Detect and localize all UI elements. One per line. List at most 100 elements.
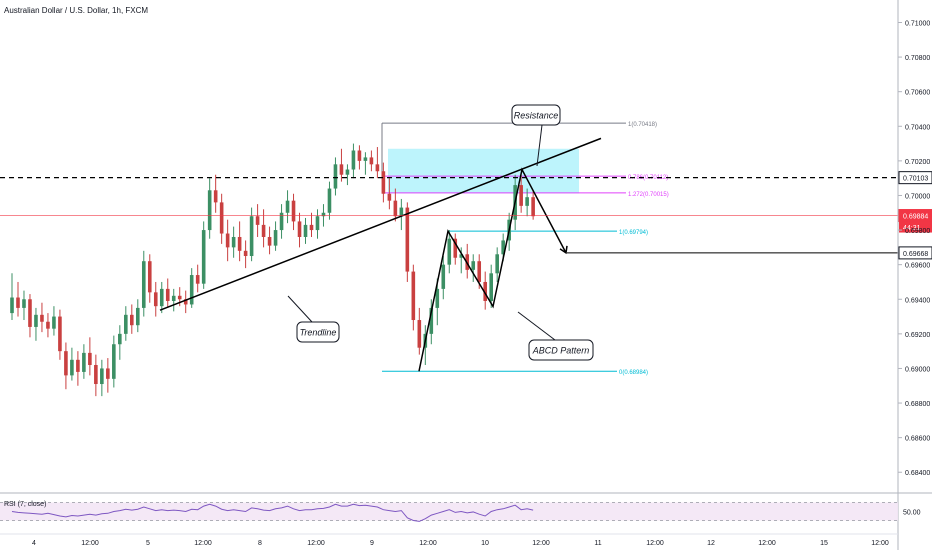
- price-level-tag-label: 0.70103: [903, 176, 928, 183]
- candle-body: [447, 238, 452, 265]
- candle-body: [477, 261, 482, 282]
- candle-body: [22, 299, 26, 308]
- candle-body: [58, 316, 62, 352]
- candle-body: [70, 359, 74, 376]
- candle-body: [10, 297, 14, 314]
- candle-body: [393, 200, 398, 217]
- candle-body: [525, 197, 529, 206]
- candle-body: [351, 150, 356, 170]
- candle-body: [189, 275, 194, 305]
- price-tick-label: 0.69200: [905, 332, 930, 339]
- candle-body: [88, 352, 92, 365]
- candle-body: [309, 224, 314, 231]
- time-axis[interactable]: 4 12:00 5 12:00 8 12:00 9 12:00 10 12:00 11 12:00 12…: [0, 533, 898, 547]
- abcd-callout[interactable]: ABCD Pattern: [517, 311, 594, 361]
- time-tick-label: 12:00: [307, 540, 325, 547]
- candle-body: [255, 216, 260, 225]
- price-tick-label: 0.68800: [905, 401, 930, 408]
- time-tick-label: 12:00: [419, 540, 437, 547]
- countdown-tag: [899, 221, 932, 233]
- fib-level-label: 1(0.70418): [628, 122, 657, 128]
- candle-body: [417, 320, 422, 348]
- price-tick-label: 0.70400: [905, 124, 930, 131]
- candle-body: [531, 197, 535, 217]
- candle-body: [34, 314, 38, 327]
- candle-body: [297, 221, 302, 237]
- candle-body: [100, 368, 104, 385]
- candle-body: [387, 193, 392, 201]
- trendline[interactable]: [159, 137, 602, 311]
- trendline-callout[interactable]: Trendline: [287, 295, 340, 343]
- candle-body: [285, 200, 290, 213]
- candle-body: [225, 233, 230, 248]
- candle-body: [171, 295, 176, 301]
- time-tick-label: 12:00: [81, 540, 99, 547]
- fib-level-label: 1(0.69794): [619, 230, 648, 236]
- candle-body: [333, 164, 338, 189]
- resistance-callout[interactable]: Resistance: [511, 104, 561, 167]
- candle-body: [219, 202, 224, 234]
- candle-body: [207, 190, 212, 231]
- candle-body: [249, 216, 254, 257]
- candle-body: [399, 207, 404, 217]
- chart-title: Australian Dollar / U.S. Dollar, 1h, FXC…: [4, 6, 149, 15]
- rsi-value-label: 50.00: [903, 510, 921, 517]
- candle-body: [357, 150, 362, 161]
- candle-body: [40, 314, 44, 322]
- candle-body: [231, 236, 236, 248]
- countdown-tag-label: 44:31: [903, 225, 921, 232]
- price-tick-label: 0.69800: [905, 228, 930, 235]
- candle-body: [82, 352, 86, 372]
- price-level-tag: [898, 246, 932, 260]
- candle-body: [321, 212, 326, 217]
- candle-body: [519, 185, 523, 206]
- time-tick-label: 12:00: [758, 540, 776, 547]
- abcd-box: [528, 339, 594, 361]
- price-tick-label: 0.70200: [905, 159, 930, 166]
- time-tick-label: 12:00: [532, 540, 550, 547]
- abcd-pattern-path[interactable]: [418, 167, 567, 372]
- time-tick-label: 11: [594, 540, 601, 547]
- price-tick-label: 0.71000: [905, 20, 930, 27]
- trendline-pointer: [287, 295, 313, 323]
- candle-body: [106, 368, 110, 379]
- candle-body: [267, 236, 272, 246]
- resistance-pointer: [536, 124, 543, 167]
- candle-body: [153, 292, 158, 307]
- drawings[interactable]: Resistance Trendline ABCD Pattern: [159, 104, 602, 372]
- rsi-pane[interactable]: 50.00: [0, 502, 921, 522]
- candle-body: [201, 230, 206, 284]
- trendline-label: Trendline: [300, 328, 337, 338]
- candle-body: [369, 157, 374, 165]
- candle-body: [459, 254, 464, 258]
- time-tick-label: 15: [820, 540, 828, 547]
- price-tick-label: 0.70000: [905, 193, 930, 200]
- time-tick-label: 8: [258, 540, 262, 547]
- candle-body: [141, 261, 146, 308]
- candle-body: [64, 351, 68, 376]
- time-tick-label: 12:00: [646, 540, 664, 547]
- candle-body: [237, 236, 242, 251]
- candle-body: [124, 314, 128, 334]
- candle-body: [279, 212, 284, 231]
- time-tick-label: 12:00: [194, 540, 212, 547]
- candle-body: [118, 333, 122, 345]
- time-tick-label: 12:00: [871, 540, 889, 547]
- candle-body: [489, 273, 493, 301]
- candle-body: [501, 240, 505, 255]
- candle-body: [453, 238, 458, 258]
- candle-body: [76, 359, 80, 372]
- trendline-box: [296, 321, 340, 343]
- candle-body: [441, 264, 446, 289]
- price-levels: 0.70103 0.69884 0.69668 44:31: [0, 171, 932, 260]
- candle-body: [381, 171, 386, 194]
- candle-body: [177, 295, 182, 300]
- candle-body: [411, 271, 416, 321]
- candle-body: [159, 288, 164, 307]
- candle-body: [375, 164, 380, 172]
- candle-body: [28, 299, 32, 327]
- resistance-zone[interactable]: [388, 148, 579, 194]
- resistance-label: Resistance: [514, 111, 559, 121]
